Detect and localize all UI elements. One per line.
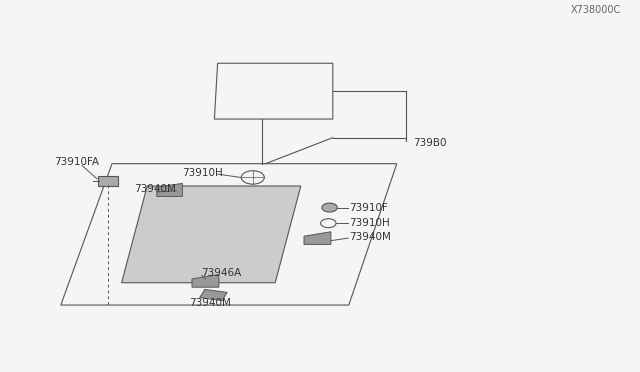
Text: 73910F: 73910F — [349, 203, 388, 212]
Text: 73940M: 73940M — [134, 184, 176, 194]
Text: 73946A: 73946A — [202, 269, 242, 278]
Polygon shape — [304, 232, 331, 244]
Polygon shape — [192, 275, 219, 287]
Text: X738000C: X738000C — [570, 5, 621, 15]
Text: 73910H: 73910H — [349, 218, 390, 228]
Polygon shape — [157, 183, 182, 196]
Text: 73940M: 73940M — [189, 298, 230, 308]
Text: 73910FA: 73910FA — [54, 157, 99, 167]
Circle shape — [322, 203, 337, 212]
Polygon shape — [122, 186, 301, 283]
FancyBboxPatch shape — [98, 176, 118, 186]
Text: 739B0: 739B0 — [413, 138, 446, 148]
Text: 73910H: 73910H — [182, 168, 223, 178]
Text: 73940M: 73940M — [349, 232, 390, 242]
Polygon shape — [200, 289, 227, 301]
